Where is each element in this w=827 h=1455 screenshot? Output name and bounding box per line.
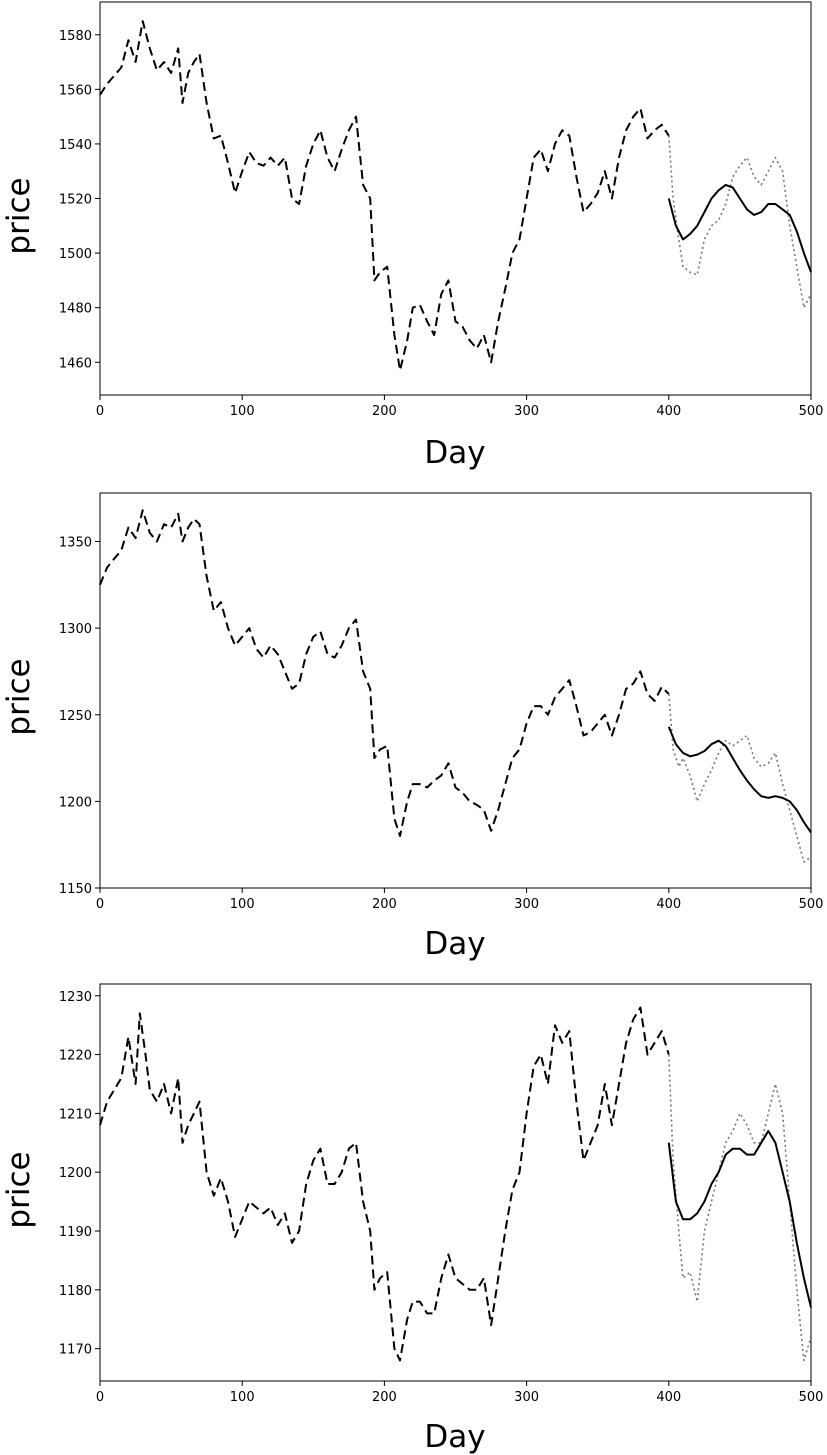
xlabel-2: Day <box>424 926 485 962</box>
series-line-dashed-2 <box>99 509 670 837</box>
y-tick-label: 1300 <box>59 622 92 637</box>
plot-frame-1 <box>99 1 812 396</box>
x-tick-label: 100 <box>230 897 255 912</box>
chart-panel-1: price Day 0 100 200 300 400 500 1460 1480 1500 15… <box>1 1 824 471</box>
y-tick-label: 1580 <box>59 29 92 44</box>
y-tick-label: 1170 <box>59 1343 92 1358</box>
y-tick-label: 1480 <box>59 302 92 317</box>
y-tick-label: 1200 <box>59 795 92 810</box>
x-tick-label: 300 <box>514 404 539 419</box>
x-tick-label: 200 <box>372 1390 397 1405</box>
series-line-solid-1 <box>667 183 812 273</box>
chart-panel-2: price Day 0 100 200 300 400 500 1150 1200 1250 13… <box>1 492 824 962</box>
series-line-dotted-3 <box>668 1054 812 1362</box>
y-tick-label: 1350 <box>59 536 92 551</box>
plot-frame-3 <box>99 983 812 1382</box>
y-tick-label: 1200 <box>59 1166 92 1181</box>
x-tick-label: 100 <box>230 1390 255 1405</box>
y-tick-label: 1190 <box>59 1225 92 1240</box>
y-tick-label: 1250 <box>59 709 92 724</box>
chart-panel-3: price Day 0 100 200 300 400 500 1170 1180 1190 12… <box>1 983 824 1455</box>
x-tick-label: 400 <box>656 404 681 419</box>
ylabel-3: price <box>1 1151 37 1228</box>
series-line-solid-2 <box>667 726 812 834</box>
x-tick-label: 100 <box>230 404 255 419</box>
x-tick-label: 0 <box>96 1390 104 1405</box>
y-tick-label: 1220 <box>59 1049 92 1064</box>
series-line-dashed-1 <box>99 20 670 372</box>
x-tick-label: 400 <box>656 897 681 912</box>
x-tick-label: 400 <box>656 1390 681 1405</box>
x-tick-label: 200 <box>372 897 397 912</box>
xlabel-1: Day <box>424 435 485 471</box>
ylabel-1: price <box>1 177 37 254</box>
x-tick-label: 500 <box>799 404 824 419</box>
y-tick-label: 1520 <box>59 193 92 208</box>
y-tick-label: 1180 <box>59 1284 92 1299</box>
x-tick-label: 500 <box>799 1390 824 1405</box>
y-tick-label: 1540 <box>59 138 92 153</box>
x-tick-label: 500 <box>799 897 824 912</box>
series-line-dotted-1 <box>668 135 812 309</box>
x-tick-label: 0 <box>96 897 104 912</box>
x-tick-label: 0 <box>96 404 104 419</box>
y-tick-label: 1230 <box>59 990 92 1005</box>
plot-frame-2 <box>99 492 812 889</box>
y-tick-label: 1500 <box>59 247 92 262</box>
x-tick-label: 300 <box>514 897 539 912</box>
series-line-dashed-3 <box>99 1006 670 1362</box>
y-tick-label: 1460 <box>59 356 92 371</box>
series-line-solid-3 <box>667 1130 812 1308</box>
xlabel-3: Day <box>424 1419 485 1455</box>
series-line-dotted-2 <box>668 693 812 863</box>
ylabel-2: price <box>1 658 37 735</box>
y-tick-label: 1210 <box>59 1107 92 1122</box>
x-tick-label: 300 <box>514 1390 539 1405</box>
x-tick-label: 200 <box>372 404 397 419</box>
y-tick-label: 1150 <box>59 882 92 897</box>
y-tick-label: 1560 <box>59 83 92 98</box>
